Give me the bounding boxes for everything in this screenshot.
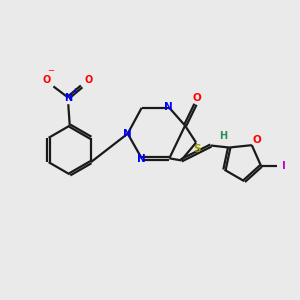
Text: O: O xyxy=(84,76,92,85)
Text: N: N xyxy=(137,154,146,164)
Text: I: I xyxy=(282,161,286,171)
Text: N: N xyxy=(64,93,72,103)
Text: O: O xyxy=(43,76,51,85)
Text: H: H xyxy=(219,131,227,141)
Text: O: O xyxy=(253,135,262,145)
Text: O: O xyxy=(193,93,201,103)
Text: +: + xyxy=(71,87,77,96)
Text: −: − xyxy=(47,66,54,75)
Text: N: N xyxy=(164,102,173,112)
Text: S: S xyxy=(193,143,200,154)
Text: N: N xyxy=(123,129,131,139)
